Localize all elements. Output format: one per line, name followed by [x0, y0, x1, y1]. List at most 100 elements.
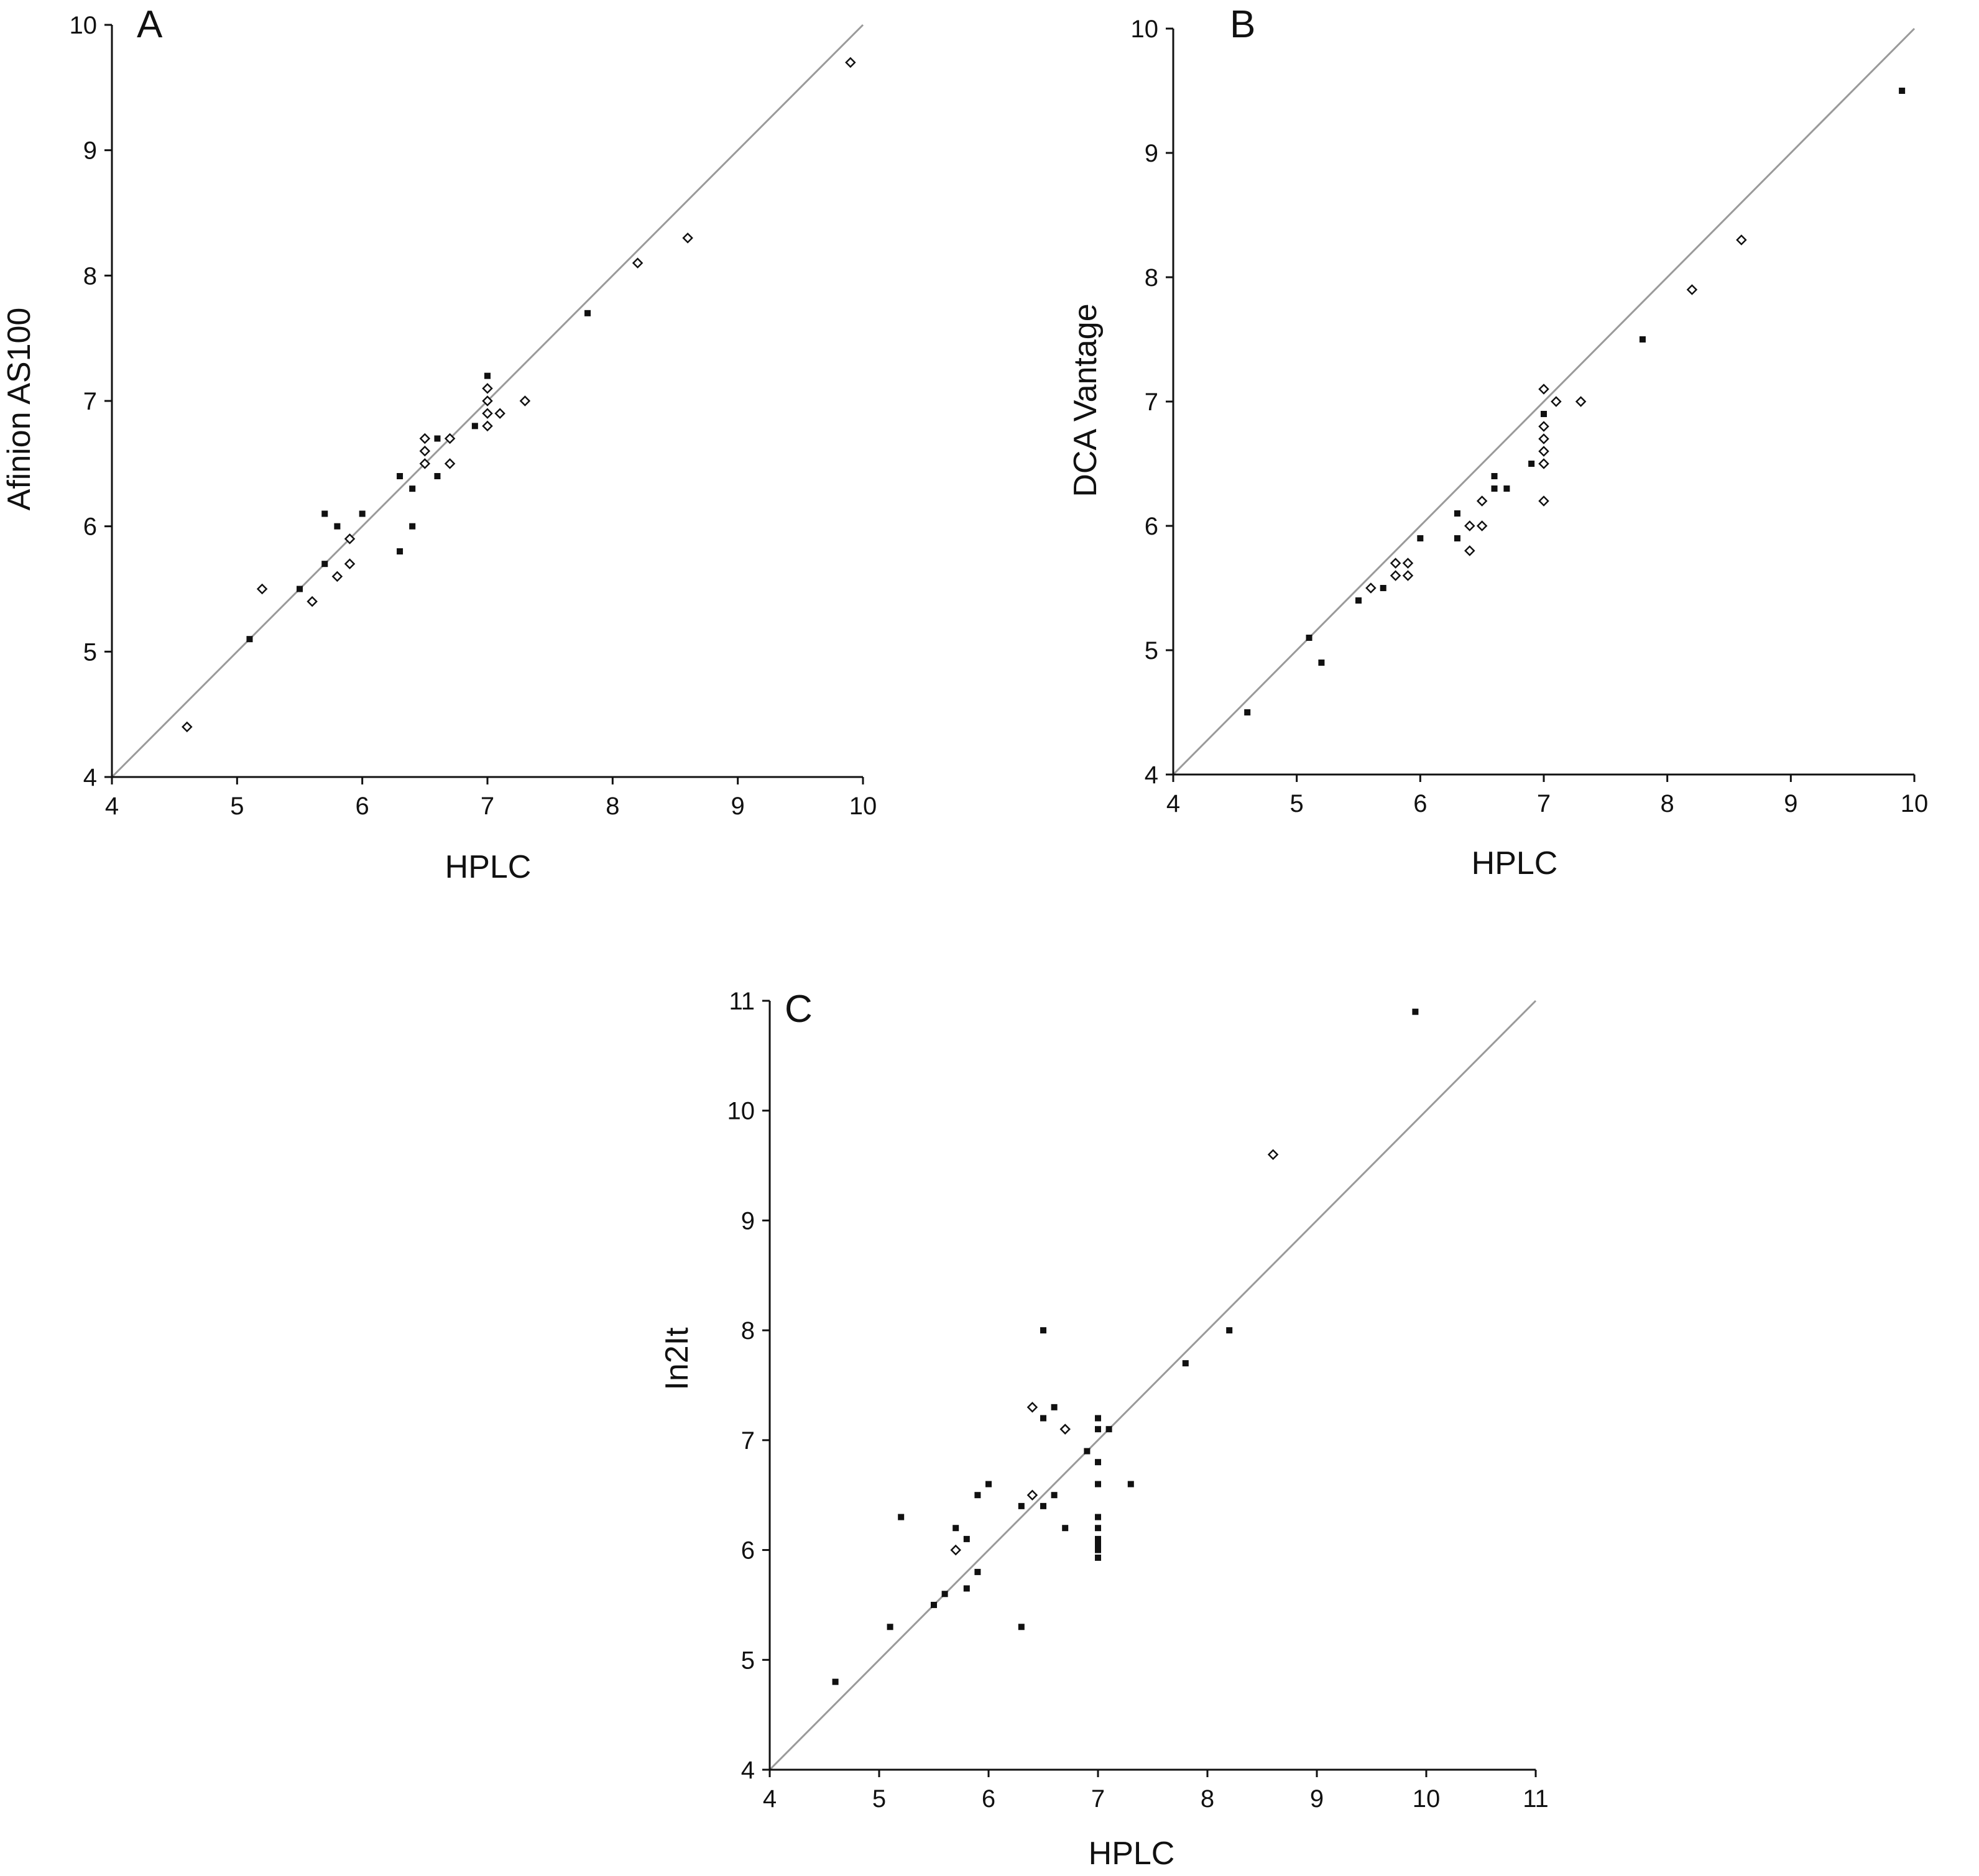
- data-point-b: [1686, 284, 1698, 295]
- data-point-a: [256, 583, 268, 595]
- x-tick-label-a: 8: [606, 793, 619, 820]
- data-point-c: [953, 1525, 959, 1532]
- data-point-c: [1018, 1624, 1025, 1630]
- data-point-b: [1538, 421, 1549, 432]
- data-point-c: [974, 1568, 981, 1575]
- data-point-c: [1226, 1327, 1233, 1334]
- x-tick-label-a: 6: [356, 793, 369, 820]
- data-point-b: [1476, 495, 1488, 507]
- data-point-b: [1736, 234, 1747, 246]
- y-tick-label-a: 6: [83, 513, 97, 541]
- data-point-b: [1503, 485, 1510, 492]
- data-point-b: [1390, 558, 1401, 569]
- data-point-c: [1062, 1525, 1069, 1532]
- data-point-c: [950, 1544, 961, 1556]
- x-tick-label-a: 9: [731, 793, 745, 820]
- y-tick-label-a: 4: [83, 764, 97, 791]
- data-point-b: [1476, 520, 1488, 531]
- data-point-a: [845, 57, 856, 68]
- data-point-b: [1244, 709, 1251, 715]
- data-point-a: [246, 636, 253, 643]
- data-point-a: [482, 395, 493, 407]
- x-tick-label-b: 5: [1290, 790, 1304, 817]
- data-point-b: [1538, 446, 1549, 457]
- data-point-a: [584, 310, 591, 316]
- data-point-a: [344, 533, 356, 545]
- x-tick-label-c: 5: [872, 1785, 886, 1813]
- panel-label-b: B: [1230, 3, 1255, 46]
- data-point-b: [1538, 433, 1549, 444]
- data-point-b: [1538, 458, 1549, 469]
- y-tick-label-a: 9: [83, 137, 97, 165]
- x-tick-label-b: 6: [1413, 790, 1427, 817]
- data-point-b: [1538, 384, 1549, 395]
- data-point-a: [182, 721, 193, 733]
- data-point-a: [397, 548, 404, 554]
- y-tick-label-c: 5: [741, 1647, 755, 1674]
- y-tick-label-b: 7: [1145, 389, 1158, 416]
- y-tick-label-b: 5: [1145, 637, 1158, 664]
- x-tick-label-b: 9: [1784, 790, 1797, 817]
- panel-label-a: A: [137, 3, 163, 46]
- scatter-panel-b: B HPLC DCA Vantage 4 5 6 7 8 9 10 4 5 6 7 8 9 10: [1068, 3, 1928, 881]
- y-tick-label-b: 6: [1145, 513, 1158, 540]
- data-point-c: [1018, 1502, 1025, 1509]
- y-tick-label-c: 10: [727, 1098, 755, 1125]
- y-tick-label-a: 5: [83, 638, 97, 666]
- y-axis-label-b: DCA Vantage: [1068, 303, 1104, 497]
- data-point-a: [321, 561, 328, 568]
- y-tick-label-c: 6: [741, 1537, 755, 1565]
- x-tick-label-c: 6: [982, 1785, 995, 1813]
- data-point-a: [419, 445, 431, 457]
- y-tick-label-b: 10: [1131, 16, 1159, 43]
- data-point-a: [344, 558, 356, 569]
- data-point-c: [1095, 1541, 1101, 1548]
- data-point-b: [1380, 585, 1386, 591]
- data-point-b: [1417, 535, 1424, 541]
- x-tick-label-a: 5: [230, 793, 244, 820]
- x-tick-label-c: 8: [1201, 1785, 1214, 1813]
- data-point-c: [1095, 1426, 1101, 1433]
- data-point-a: [334, 523, 341, 530]
- data-point-b: [1464, 520, 1475, 531]
- data-point-a: [444, 433, 456, 444]
- y-tick-label-a: 8: [83, 262, 97, 290]
- data-point-c: [1040, 1327, 1046, 1334]
- data-point-c: [1059, 1423, 1071, 1435]
- x-tick-label-c: 9: [1310, 1785, 1324, 1813]
- data-point-a: [494, 408, 505, 419]
- data-point-a: [682, 232, 693, 244]
- data-point-a: [307, 595, 318, 607]
- data-point-a: [419, 433, 431, 444]
- data-point-c: [1095, 1514, 1101, 1520]
- x-tick-label-b: 8: [1661, 790, 1674, 817]
- data-point-a: [471, 423, 478, 430]
- data-point-c: [1182, 1360, 1189, 1367]
- data-point-b: [1575, 396, 1587, 407]
- data-point-c: [1412, 1008, 1419, 1015]
- data-point-c: [832, 1678, 839, 1685]
- data-point-c: [1105, 1426, 1112, 1433]
- data-point-b: [1318, 660, 1325, 666]
- data-point-b: [1402, 570, 1414, 581]
- identity-line-c: [768, 1000, 1537, 1771]
- y-tick-label-c: 7: [741, 1427, 755, 1455]
- data-point-b: [1464, 545, 1475, 556]
- x-axis-label-b: HPLC: [1472, 845, 1558, 881]
- y-tick-label-b: 4: [1145, 761, 1158, 789]
- y-tick-label-a: 7: [83, 388, 97, 415]
- data-point-c: [1095, 1525, 1101, 1532]
- x-tick-label-b: 4: [1166, 790, 1180, 817]
- identity-line-b: [1172, 27, 1916, 776]
- data-point-c: [941, 1591, 948, 1598]
- x-tick-label-a: 7: [481, 793, 494, 820]
- data-point-c: [1051, 1404, 1058, 1410]
- data-point-c: [963, 1535, 970, 1542]
- data-point-a: [519, 395, 531, 407]
- data-point-b: [1491, 485, 1498, 492]
- x-tick-label-c: 7: [1091, 1785, 1105, 1813]
- data-point-a: [419, 458, 431, 469]
- data-point-b: [1306, 635, 1312, 641]
- data-point-c: [963, 1585, 970, 1592]
